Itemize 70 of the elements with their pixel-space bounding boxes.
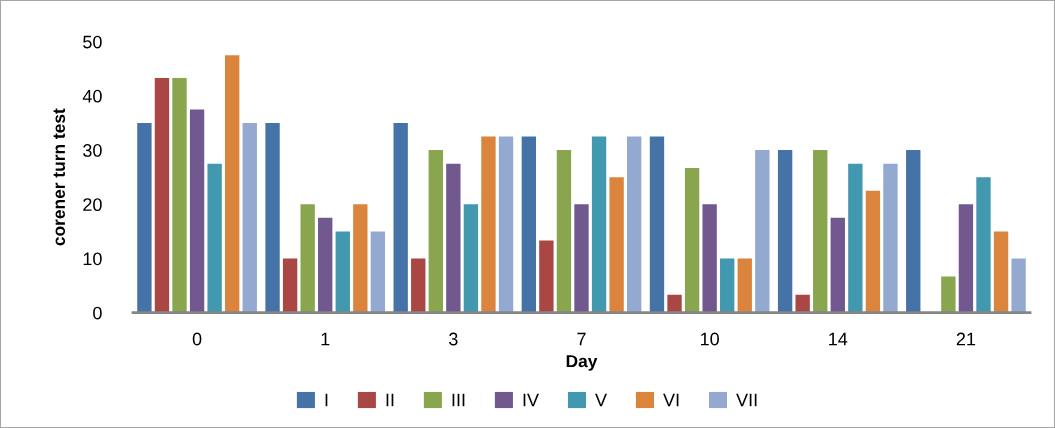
y-tick-label: 10 (83, 252, 102, 266)
bar (300, 204, 315, 313)
bar (137, 123, 152, 313)
bar (649, 136, 665, 313)
bar (242, 123, 257, 313)
bar (498, 136, 514, 313)
x-tick-label: 1 (321, 332, 330, 346)
x-tick-label: 21 (956, 332, 976, 346)
legend-label: I (325, 393, 328, 407)
y-tick-label: 50 (83, 35, 102, 49)
bar (755, 150, 770, 313)
legend-label: IV (523, 393, 539, 407)
bar (813, 150, 828, 313)
bar (865, 190, 881, 313)
bar (225, 55, 240, 313)
y-tick-label: 20 (83, 198, 102, 212)
x-tick-label: 0 (192, 332, 202, 346)
bar (777, 150, 793, 313)
bar (958, 204, 974, 313)
bar (189, 109, 205, 313)
bar (154, 78, 170, 313)
bar (702, 204, 717, 313)
bar (574, 204, 589, 313)
bar (556, 150, 572, 313)
bar (626, 136, 642, 313)
legend-label: VI (663, 393, 679, 407)
bar (207, 163, 222, 313)
x-axis-title: Day (566, 355, 598, 371)
bar (591, 136, 607, 313)
bar (481, 136, 496, 313)
bar (318, 217, 333, 313)
legend-label: II (386, 393, 394, 407)
bar (521, 136, 537, 313)
bar (720, 258, 735, 313)
bar (172, 78, 187, 313)
legend-label: VII (736, 393, 757, 407)
y-tick-label: 30 (83, 144, 102, 157)
bar (667, 294, 682, 313)
bar (941, 276, 956, 313)
x-tick-label: 7 (577, 332, 586, 346)
bar (370, 231, 386, 313)
bar (906, 150, 921, 313)
bar (737, 258, 752, 313)
bar (463, 204, 479, 313)
bar (446, 163, 461, 313)
bar (795, 294, 810, 313)
bar (976, 177, 991, 313)
bar (848, 163, 863, 313)
x-tick-label: 10 (700, 332, 719, 346)
bar (265, 123, 280, 313)
x-tick-label: 3 (449, 332, 458, 346)
bar (684, 167, 700, 313)
y-axis-title: corener turn test (53, 108, 66, 246)
bar (411, 258, 426, 313)
bar (353, 204, 368, 313)
bar (428, 150, 443, 313)
bar (1011, 258, 1026, 313)
x-tick-label: 14 (829, 332, 848, 346)
bar (393, 123, 408, 313)
y-tick-label: 0 (93, 306, 102, 320)
bar (539, 240, 554, 313)
legend-label: III (452, 393, 465, 407)
bar (609, 177, 624, 313)
bar (830, 217, 845, 313)
legend-label: V (595, 393, 607, 407)
bar (883, 163, 898, 313)
bar (993, 231, 1009, 313)
y-tick-label: 40 (82, 89, 102, 103)
bar (335, 231, 350, 313)
bar (282, 258, 298, 313)
